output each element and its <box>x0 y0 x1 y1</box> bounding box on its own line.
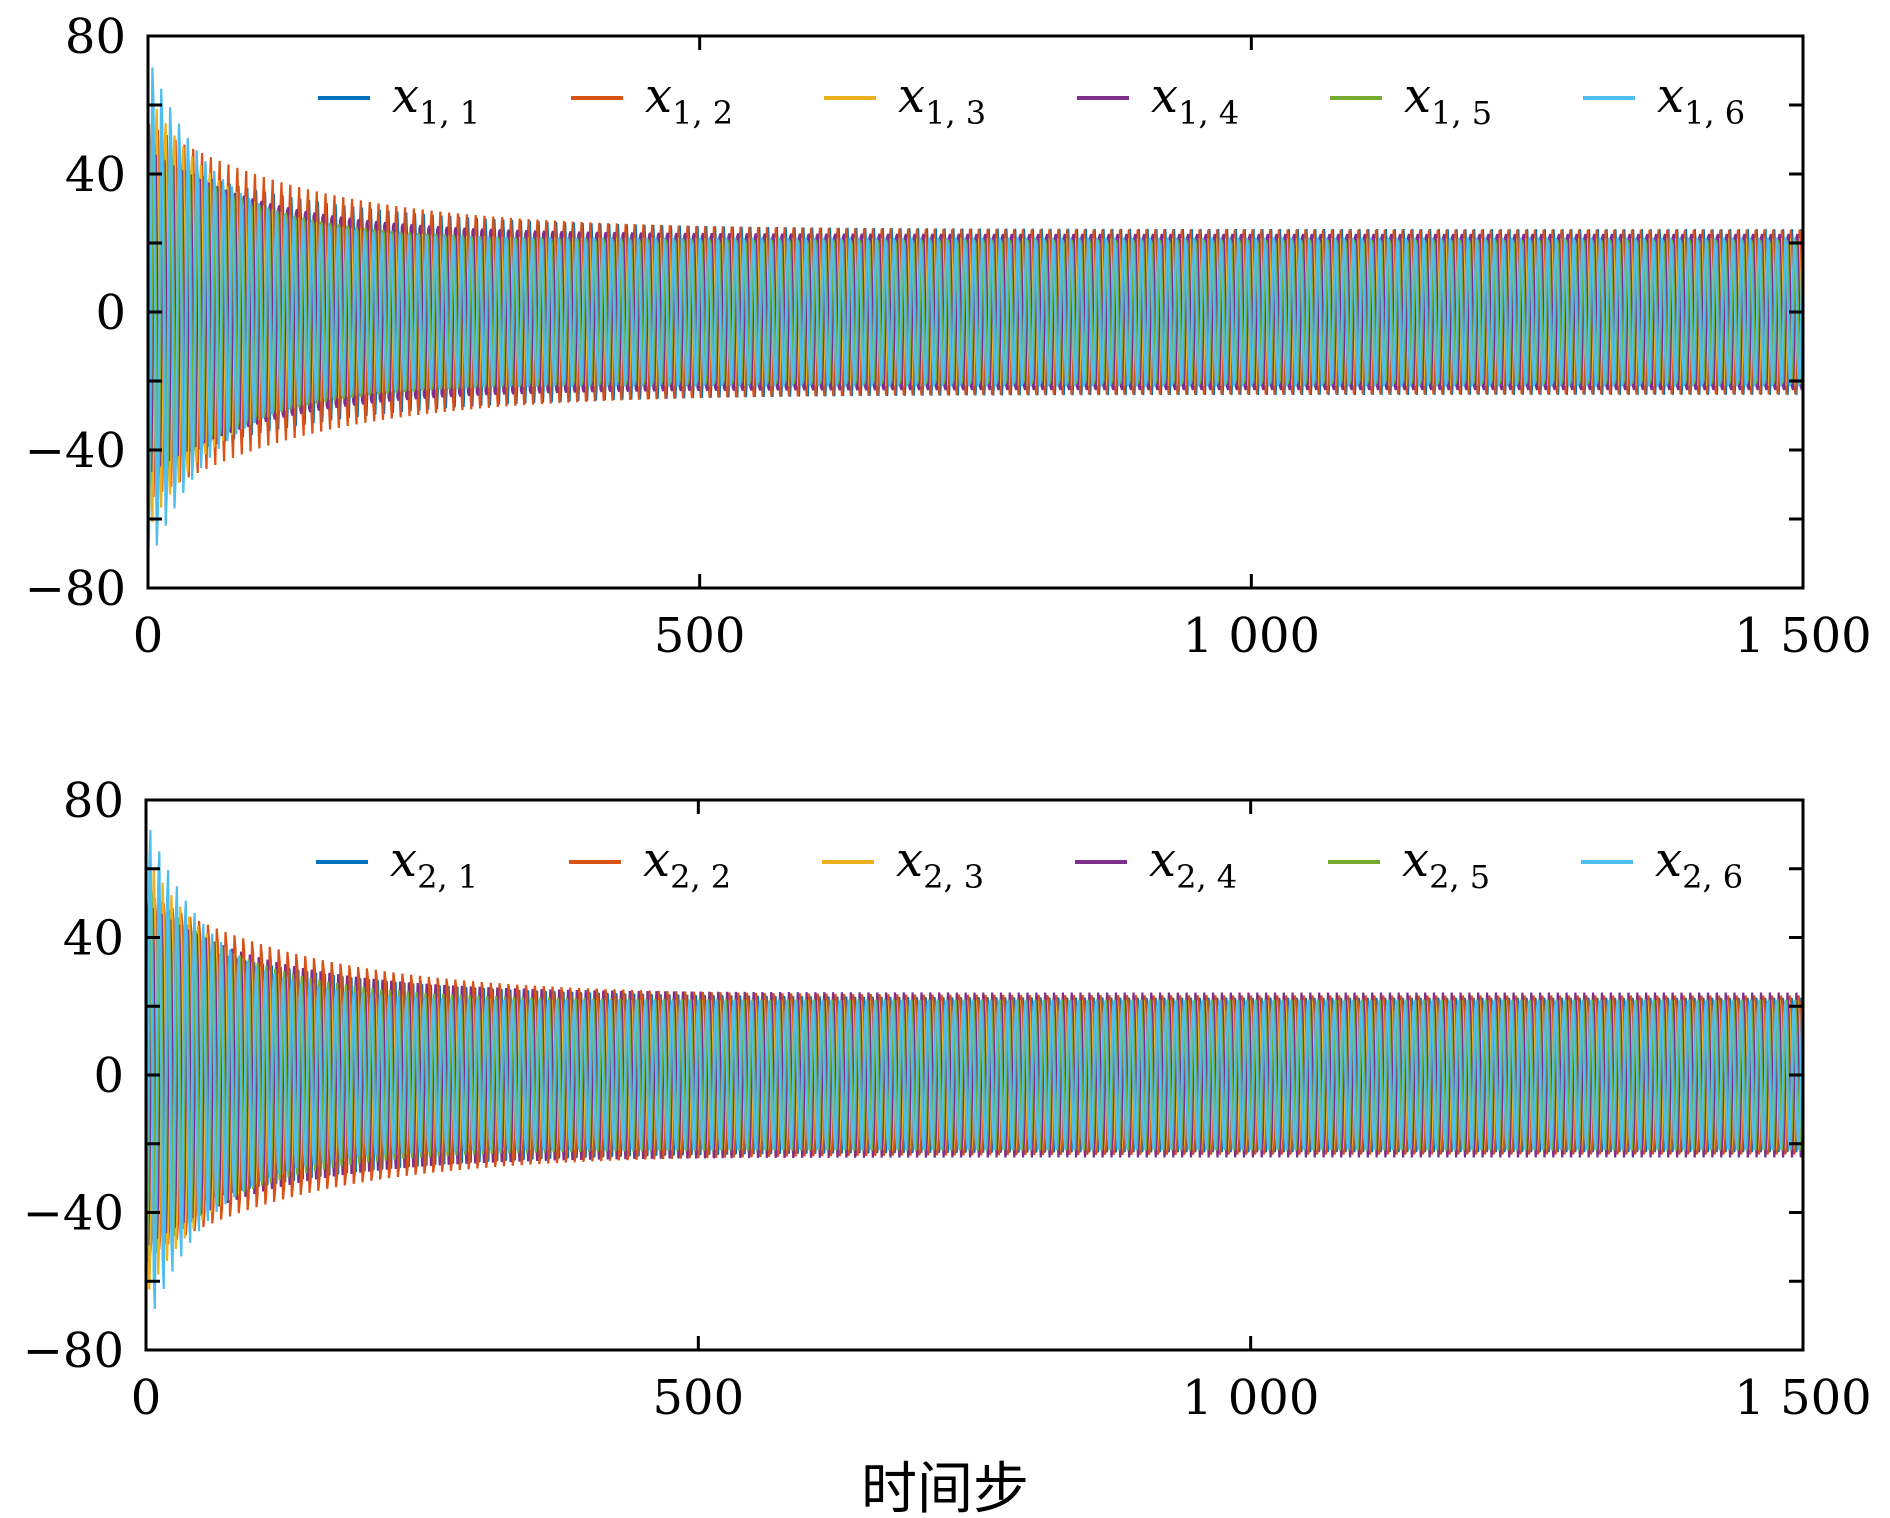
x-tick-label: 1 500 <box>1734 608 1871 664</box>
legend-label: x2, 5 <box>1402 832 1490 896</box>
legend-label: x2, 2 <box>643 832 731 896</box>
x-tick-label: 1 000 <box>1183 608 1320 664</box>
y-tick-label: 0 <box>93 1048 124 1104</box>
legend-label: x1, 1 <box>392 68 480 132</box>
series-line-x2-5 <box>146 892 1803 1263</box>
y-tick-label: −80 <box>25 561 126 617</box>
series-lines <box>146 830 1803 1332</box>
legend-item: x1, 2 <box>571 68 733 132</box>
legend-label: x2, 3 <box>896 832 984 896</box>
legend-item: x2, 5 <box>1328 832 1490 896</box>
y-tick-label: −40 <box>23 1186 124 1242</box>
legend-label: x1, 6 <box>1657 68 1745 132</box>
legend-item: x1, 3 <box>824 68 986 132</box>
legend-item: x2, 3 <box>822 832 984 896</box>
legend-label: x1, 3 <box>898 68 986 132</box>
x-tick-label: 500 <box>654 608 746 664</box>
series-line-x1-4 <box>148 154 1803 473</box>
legend-item: x2, 1 <box>316 832 478 896</box>
legend-label: x2, 1 <box>390 832 478 896</box>
series-line-x1-6 <box>148 67 1803 569</box>
legend-item: x2, 2 <box>569 832 731 896</box>
x-tick-label: 1 000 <box>1182 1370 1319 1426</box>
y-tick-label: 40 <box>65 147 126 203</box>
series-lines <box>148 67 1803 569</box>
x-tick-label: 0 <box>133 608 164 664</box>
x-tick-label: 1 500 <box>1734 1370 1871 1426</box>
series-line-x1-5 <box>148 137 1803 491</box>
x-axis-label: 时间步 <box>861 1457 1029 1518</box>
legend-item: x2, 6 <box>1581 832 1743 896</box>
legend-label: x1, 5 <box>1404 68 1492 132</box>
legend: x2, 1 x2, 2 x2, 3 x2, 4 x2, 5 x2, 6 <box>316 832 1743 896</box>
y-tick-label: 0 <box>95 285 126 341</box>
chart-panel-2: 0 500 1 000 1 500 80 40 0 −40 −80 x2, 1 x2, 2 x2, 3… <box>23 773 1872 1426</box>
series-line-x1-2 <box>148 124 1803 498</box>
x-tick-label: 500 <box>653 1370 745 1426</box>
legend-item: x1, 6 <box>1583 68 1745 132</box>
legend-label: x2, 6 <box>1655 832 1743 896</box>
y-tick-label: −80 <box>23 1323 124 1379</box>
y-tick-label: −40 <box>25 423 126 479</box>
legend-item: x1, 4 <box>1077 68 1239 132</box>
legend: x1, 1 x1, 2 x1, 3 x1, 4 x1, 5 x1, 6 <box>318 68 1745 132</box>
legend-item: x1, 5 <box>1330 68 1492 132</box>
legend-label: x1, 2 <box>645 68 733 132</box>
legend-item: x2, 4 <box>1075 832 1237 896</box>
x-tick-label: 0 <box>131 1370 162 1426</box>
legend-label: x1, 4 <box>1151 68 1239 132</box>
legend-item: x1, 1 <box>318 68 480 132</box>
y-tick-label: 80 <box>63 773 124 829</box>
chart-panel-1: 0 500 1 000 1 500 80 40 0 −40 −80 x1, 1 x1, 2 x1, 3… <box>25 9 1872 664</box>
series-line-x2-1 <box>146 929 1803 1220</box>
y-tick-label: 40 <box>63 911 124 967</box>
series-line-x2-6 <box>146 830 1803 1332</box>
legend-label: x2, 4 <box>1149 832 1237 896</box>
y-tick-label: 80 <box>65 9 126 65</box>
series-line-x2-4 <box>146 907 1803 1246</box>
